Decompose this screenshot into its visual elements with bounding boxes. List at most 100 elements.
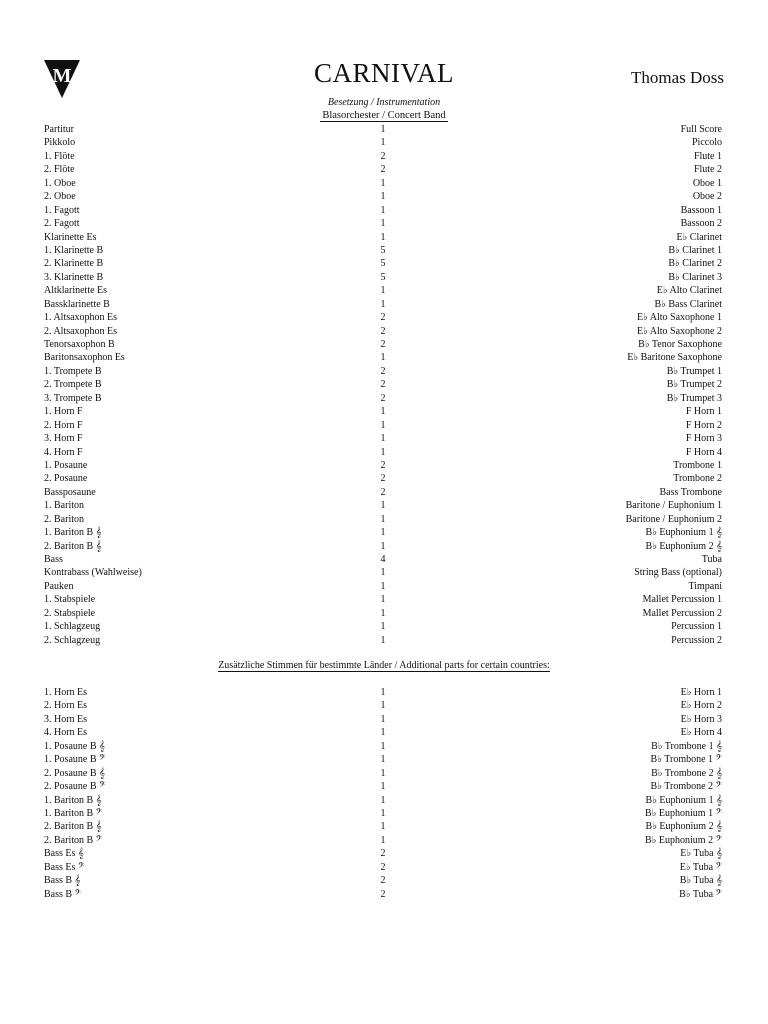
english-name: B♭ Euphonium 2 𝄞 [645, 540, 722, 552]
german-name: 1. Posaune [44, 459, 88, 471]
copy-count: 1 [380, 406, 386, 418]
german-name: 1. Posaune B 𝄢 [44, 754, 106, 766]
part-row: 1. Posaune 2 Trombone 1 [44, 459, 722, 472]
german-name: 2. Bariton [44, 513, 84, 525]
part-row: 4. Horn Es 1 E♭ Horn 4 [44, 726, 722, 739]
german-name: Bassklarinette B [44, 298, 110, 310]
english-name: Oboe 2 [692, 191, 722, 203]
english-name: E♭ Horn 2 [680, 700, 722, 712]
copy-count: 1 [380, 594, 386, 606]
copy-count: 1 [380, 231, 386, 243]
english-name: F Horn 1 [685, 406, 722, 418]
german-name: Tenorsaxophon B [44, 339, 115, 350]
copy-count: 2 [380, 325, 386, 337]
part-row: 3. Horn F 1 F Horn 3 [44, 432, 722, 445]
german-name: 1. Bariton B 𝄞 [44, 527, 102, 539]
part-row: Pauken 1 Timpani [44, 580, 722, 593]
part-row: 2. Posaune B 𝄢 1 B♭ Trombone 2 𝄢 [44, 780, 722, 793]
english-name: String Bass (optional) [634, 567, 722, 579]
part-row: 2. Bariton B 𝄞 1 B♭ Euphonium 2 𝄞 [44, 820, 722, 833]
german-name: 2. Posaune B 𝄢 [44, 781, 106, 793]
german-name: 2. Posaune B 𝄞 [44, 767, 105, 779]
copy-count: 2 [380, 150, 386, 162]
copy-count: 1 [380, 500, 386, 512]
part-row: 1. Flöte 2 Flute 1 [44, 150, 722, 163]
part-row: 4. Horn F 1 F Horn 4 [44, 446, 722, 459]
english-name: F Horn 2 [685, 419, 722, 431]
german-name: 1. Schlagzeug [44, 621, 101, 633]
copy-count: 1 [380, 700, 386, 712]
german-name: 1. Altsaxophon Es [44, 312, 118, 324]
german-name: Pikkolo [44, 137, 76, 149]
english-name: B♭ Trombone 1 𝄢 [650, 754, 722, 766]
copy-count: 1 [380, 794, 386, 806]
english-name: E♭ Baritone Saxophone [627, 352, 722, 364]
german-name: 3. Horn F [44, 433, 83, 445]
part-row: 2. Posaune B 𝄞 1 B♭ Trombone 2 𝄞 [44, 767, 722, 780]
german-name: 1. Klarinette B [44, 244, 104, 256]
copy-count: 2 [380, 888, 386, 900]
german-name: 1. Trompete B [44, 365, 102, 377]
english-name: Flute 2 [693, 164, 722, 176]
english-name: E♭ Tuba 𝄞 [680, 848, 722, 860]
german-name: 1. Posaune B 𝄞 [44, 740, 105, 752]
part-row: 2. Horn Es 1 E♭ Horn 2 [44, 699, 722, 712]
additional-heading: Zusätzliche Stimmen für bestimmte Länder… [218, 660, 550, 672]
part-row: 2. Bariton B 𝄞 1 B♭ Euphonium 2 𝄞 [44, 540, 722, 553]
copy-count: 1 [380, 298, 386, 310]
part-row: Kontrabass (Wahlweise) 1 String Bass (opti… [44, 566, 722, 579]
copy-count: 2 [380, 848, 386, 860]
copy-count: 4 [380, 554, 386, 565]
part-row: 1. Oboe 1 Oboe 1 [44, 177, 722, 190]
english-name: Bass Trombone [659, 486, 722, 498]
english-name: E♭ Horn 1 [680, 687, 722, 698]
german-name: 2. Fagott [44, 218, 80, 230]
english-name: Mallet Percussion 1 [642, 594, 722, 606]
german-name: 1. Oboe [44, 177, 76, 189]
part-row: 1. Horn Es 1 E♭ Horn 1 [44, 686, 722, 699]
copy-count: 1 [380, 727, 386, 739]
german-name: 2. Trompete B [44, 379, 102, 391]
part-row: 1. Schlagzeug 1 Percussion 1 [44, 620, 722, 633]
english-name: E♭ Horn 4 [680, 727, 722, 739]
part-row: 1. Posaune B 𝄞 1 B♭ Trombone 1 𝄞 [44, 740, 722, 753]
english-name: B♭ Tuba 𝄢 [679, 888, 722, 900]
part-row: 2. Flöte 2 Flute 2 [44, 163, 722, 176]
copy-count: 2 [380, 379, 386, 391]
english-name: B♭ Tuba 𝄞 [679, 875, 722, 887]
copy-count: 2 [380, 312, 386, 324]
english-name: B♭ Clarinet 2 [668, 258, 722, 270]
english-name: B♭ Trumpet 3 [666, 392, 722, 404]
english-name: B♭ Trombone 2 𝄞 [651, 767, 722, 779]
english-name: Percussion 1 [671, 621, 722, 633]
copy-count: 1 [380, 177, 386, 189]
part-row: 1. Bariton B 𝄢 1 B♭ Euphonium 1 𝄢 [44, 807, 722, 820]
english-name: B♭ Euphonium 1 𝄞 [645, 527, 722, 539]
german-name: Baritonsaxophon Es [44, 352, 125, 364]
english-name: B♭ Euphonium 2 𝄞 [645, 821, 722, 833]
part-row: Bass Es 𝄞 2 E♭ Tuba 𝄞 [44, 847, 722, 860]
german-name: Bass B 𝄞 [44, 875, 81, 887]
copy-count: 1 [380, 419, 386, 431]
part-row: 2. Fagott 1 Bassoon 2 [44, 217, 722, 230]
german-name: 1. Flöte [44, 150, 75, 162]
english-name: Percussion 2 [671, 634, 722, 646]
german-name: 1. Horn F [44, 406, 83, 418]
german-name: 1. Fagott [44, 204, 80, 216]
part-row: 1. Fagott 1 Bassoon 1 [44, 204, 722, 217]
copy-count: 1 [380, 834, 386, 846]
part-row: 3. Klarinette B 5 B♭ Clarinet 3 [44, 271, 722, 284]
copy-count: 1 [380, 607, 386, 619]
german-name: 1. Bariton B 𝄢 [44, 807, 103, 819]
english-name: Bassoon 1 [680, 204, 722, 216]
english-name: Tuba [701, 554, 722, 565]
part-row: 2. Klarinette B 5 B♭ Clarinet 2 [44, 257, 722, 270]
german-name: 2. Bariton B 𝄢 [44, 834, 103, 846]
german-name: Bass B 𝄢 [44, 888, 81, 900]
english-name: B♭ Trumpet 2 [666, 379, 722, 391]
copy-count: 2 [380, 473, 386, 485]
german-name: 2. Schlagzeug [44, 634, 101, 646]
english-name: B♭ Euphonium 1 𝄞 [645, 794, 722, 806]
part-row: Bass B 𝄞 2 B♭ Tuba 𝄞 [44, 874, 722, 887]
copy-count: 1 [380, 687, 386, 698]
